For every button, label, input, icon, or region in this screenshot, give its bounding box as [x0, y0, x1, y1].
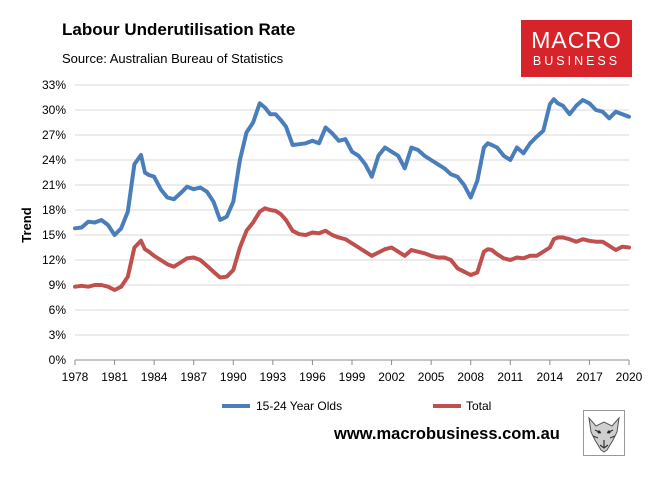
y-tick-label: 9%: [49, 278, 67, 292]
x-tick-label: 2017: [576, 370, 603, 384]
y-tick-label: 30%: [42, 103, 66, 117]
series-line-total: [73, 206, 631, 292]
y-tick-label: 0%: [49, 353, 67, 367]
y-tick-label: 12%: [42, 253, 66, 267]
x-tick-label: 2005: [418, 370, 445, 384]
website-url: www.macrobusiness.com.au: [334, 425, 560, 443]
y-tick-label: 15%: [42, 228, 66, 242]
series-lines: [73, 97, 631, 292]
x-tick-label: 1987: [180, 370, 207, 384]
x-tick-label: 1999: [339, 370, 366, 384]
y-tick-label: 33%: [42, 78, 66, 92]
legend-label-15-24: 15-24 Year Olds: [256, 399, 342, 413]
y-axis-ticks: 0% 3% 6% 9% 12% 15% 18% 21% 24% 27% 30% 33%: [42, 78, 66, 367]
x-axis-ticks: 1978 1981 1984 1987 1990 1993 1996 1999 2002 2005…: [62, 360, 643, 384]
x-tick-label: 1984: [141, 370, 168, 384]
y-axis-label: Trend: [19, 207, 34, 242]
logo-text-macro: MACRO: [531, 27, 622, 53]
y-tick-label: 21%: [42, 178, 66, 192]
y-tick-label: 24%: [42, 153, 66, 167]
x-tick-label: 2011: [497, 370, 523, 384]
y-tick-label: 6%: [49, 303, 67, 317]
x-tick-label: 2014: [537, 370, 564, 384]
x-tick-label: 1978: [62, 370, 89, 384]
logo-text-business: BUSINESS: [532, 54, 621, 68]
y-tick-label: 18%: [42, 203, 66, 217]
brand-logo: MACRO BUSINESS: [521, 20, 632, 77]
x-tick-label: 1990: [220, 370, 247, 384]
page-title: Labour Underutilisation Rate: [62, 20, 296, 39]
x-tick-label: 2020: [616, 370, 643, 384]
series-line-15-24: [73, 97, 631, 237]
line-chart: 0% 3% 6% 9% 12% 15% 18% 21% 24% 27% 30% 33% 1978 198…: [19, 78, 643, 413]
x-tick-label: 2002: [378, 370, 405, 384]
x-tick-label: 1993: [260, 370, 287, 384]
x-tick-label: 1981: [101, 370, 128, 384]
y-tick-label: 27%: [42, 128, 66, 142]
chart-source: Source: Australian Bureau of Statistics: [62, 51, 284, 66]
x-tick-label: 2008: [457, 370, 484, 384]
x-tick-label: 1996: [299, 370, 326, 384]
legend-label-total: Total: [466, 399, 491, 413]
y-tick-label: 3%: [49, 328, 67, 342]
legend: 15-24 Year Olds Total: [222, 399, 491, 413]
wolf-icon: [583, 410, 625, 456]
gridlines: [75, 84, 629, 336]
